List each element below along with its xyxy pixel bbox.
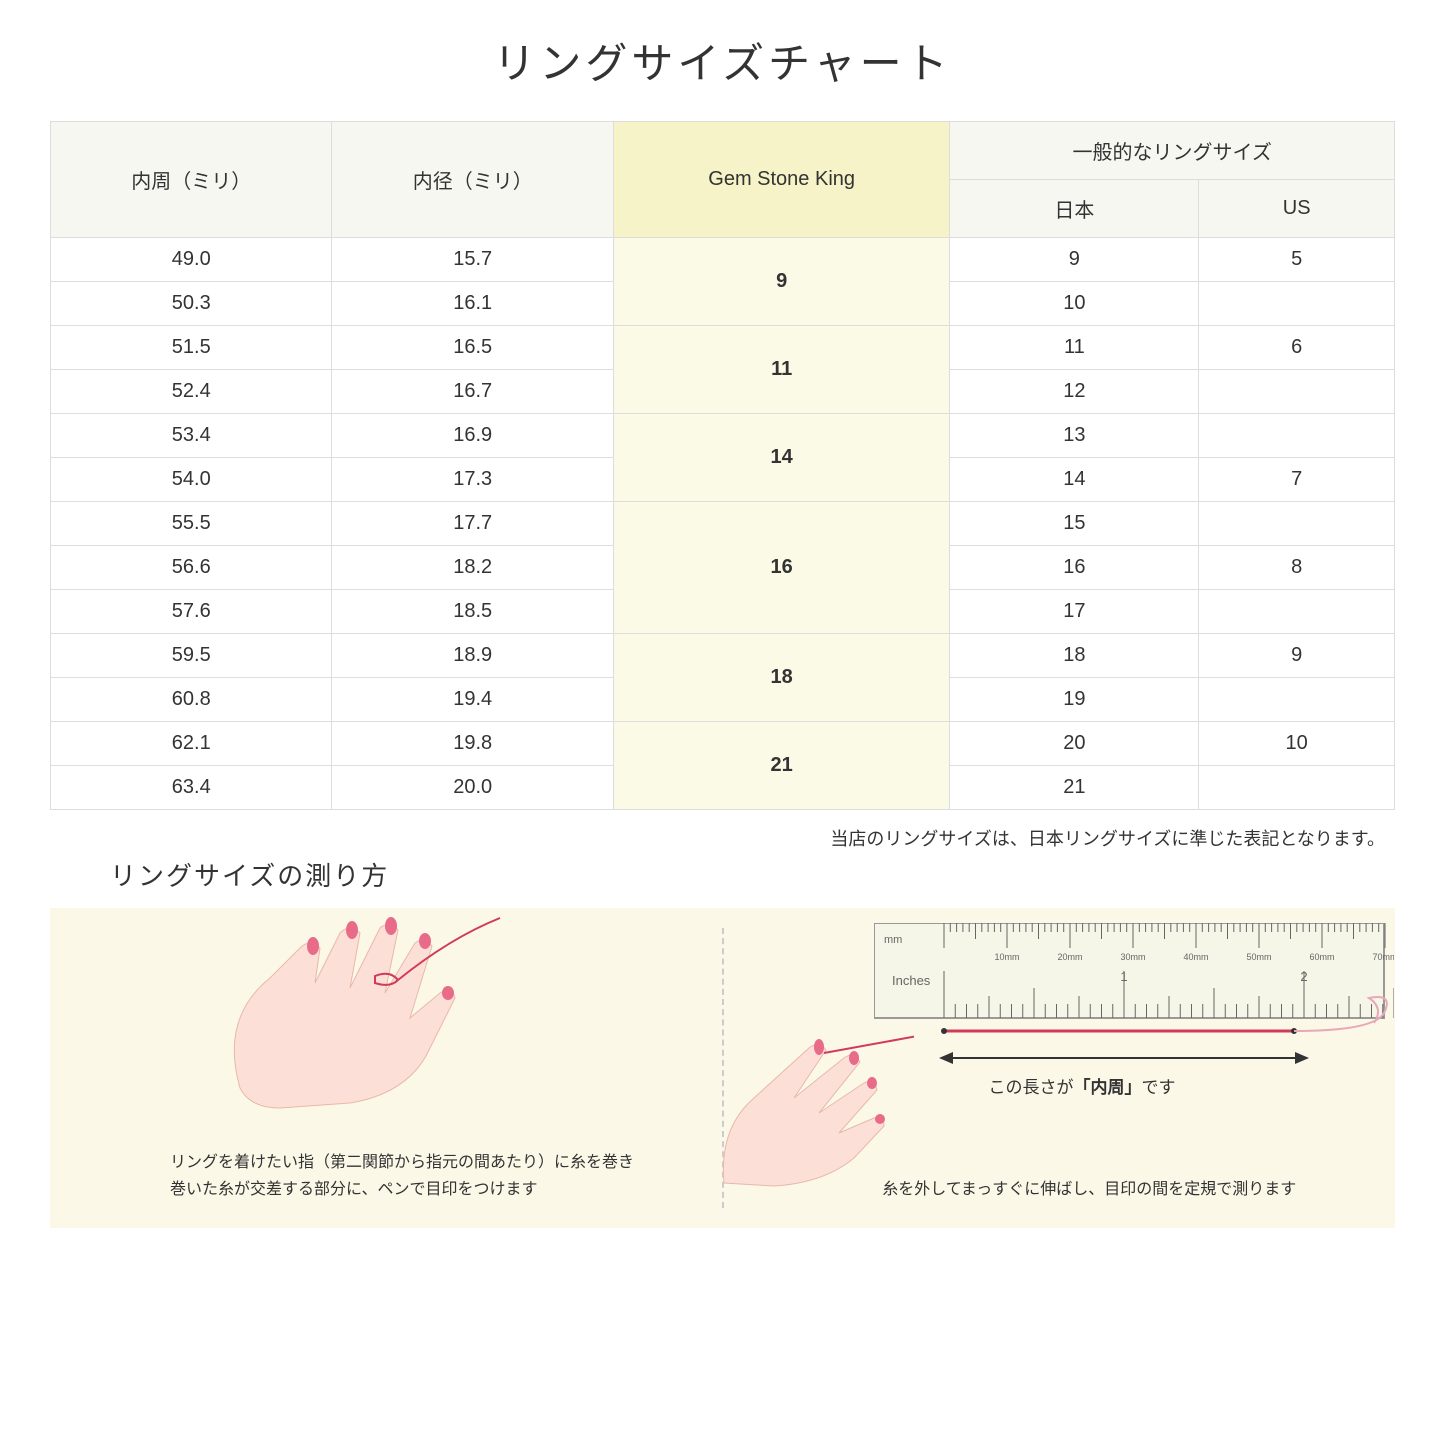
svg-text:Inches: Inches: [892, 973, 931, 988]
cell-jp: 14: [950, 458, 1199, 502]
cell-dia: 19.4: [332, 678, 613, 722]
cell-gsk: 18: [613, 634, 949, 722]
cell-jp: 18: [950, 634, 1199, 678]
cell-circ: 55.5: [51, 502, 332, 546]
cell-circ: 50.3: [51, 282, 332, 326]
cell-circ: 51.5: [51, 326, 332, 370]
cell-jp: 15: [950, 502, 1199, 546]
cell-circ: 49.0: [51, 238, 332, 282]
measure-step-1: リングを着けたい指（第二関節から指元の間あたり）に糸を巻き 巻いた糸が交差する部…: [50, 908, 722, 1228]
cell-jp: 16: [950, 546, 1199, 590]
cell-us: 8: [1199, 546, 1395, 590]
cell-gsk: 16: [613, 502, 949, 634]
table-row: 51.516.511116: [51, 326, 1395, 370]
cell-jp: 9: [950, 238, 1199, 282]
cell-jp: 17: [950, 590, 1199, 634]
hand-hold-icon: [714, 1018, 914, 1188]
cell-jp: 11: [950, 326, 1199, 370]
cell-jp: 13: [950, 414, 1199, 458]
svg-text:mm: mm: [884, 934, 902, 946]
page-title: リングサイズチャート: [50, 30, 1395, 91]
cell-gsk: 21: [613, 722, 949, 810]
svg-text:60mm: 60mm: [1309, 952, 1334, 962]
table-row: 62.119.8212010: [51, 722, 1395, 766]
col-us: US: [1199, 180, 1395, 238]
cell-circ: 54.0: [51, 458, 332, 502]
step1-text: リングを着けたい指（第二関節から指元の間あたり）に糸を巻き 巻いた糸が交差する部…: [170, 1149, 682, 1203]
ring-size-table: 内周（ミリ） 内径（ミリ） Gem Stone King 一般的なリングサイズ …: [50, 121, 1395, 810]
cell-circ: 63.4: [51, 766, 332, 810]
cell-us: 5: [1199, 238, 1395, 282]
cell-dia: 18.5: [332, 590, 613, 634]
cell-us: [1199, 678, 1395, 722]
cell-dia: 18.9: [332, 634, 613, 678]
measure-arrow-icon: [939, 1043, 1319, 1073]
cell-circ: 56.6: [51, 546, 332, 590]
cell-dia: 16.5: [332, 326, 613, 370]
cell-jp: 20: [950, 722, 1199, 766]
cell-circ: 53.4: [51, 414, 332, 458]
cell-jp: 10: [950, 282, 1199, 326]
table-row: 53.416.91413: [51, 414, 1395, 458]
col-circumference: 内周（ミリ）: [51, 122, 332, 238]
cell-dia: 17.7: [332, 502, 613, 546]
cell-dia: 16.7: [332, 370, 613, 414]
cell-gsk: 9: [613, 238, 949, 326]
measure-step-2: mm Inches 10mm20mm30mm40mm50mm60mm70mm12…: [724, 908, 1396, 1228]
table-row: 59.518.918189: [51, 634, 1395, 678]
cell-us: 7: [1199, 458, 1395, 502]
measure-title: リングサイズの測り方: [110, 856, 1395, 893]
cell-dia: 16.1: [332, 282, 613, 326]
col-general: 一般的なリングサイズ: [950, 122, 1395, 180]
cell-us: 9: [1199, 634, 1395, 678]
svg-text:20mm: 20mm: [1057, 952, 1082, 962]
col-japan: 日本: [950, 180, 1199, 238]
cell-us: [1199, 370, 1395, 414]
cell-us: [1199, 414, 1395, 458]
svg-text:40mm: 40mm: [1183, 952, 1208, 962]
cell-circ: 60.8: [51, 678, 332, 722]
cell-jp: 19: [950, 678, 1199, 722]
table-row: 55.517.71615: [51, 502, 1395, 546]
cell-circ: 59.5: [51, 634, 332, 678]
cell-dia: 16.9: [332, 414, 613, 458]
cell-jp: 12: [950, 370, 1199, 414]
cell-dia: 20.0: [332, 766, 613, 810]
svg-text:50mm: 50mm: [1246, 952, 1271, 962]
cell-jp: 21: [950, 766, 1199, 810]
cell-dia: 19.8: [332, 722, 613, 766]
cell-circ: 52.4: [51, 370, 332, 414]
cell-dia: 18.2: [332, 546, 613, 590]
col-gsk: Gem Stone King: [613, 122, 949, 238]
step2-text: 糸を外してまっすぐに伸ばし、目印の間を定規で測ります: [824, 1176, 1356, 1203]
cell-gsk: 14: [613, 414, 949, 502]
cell-dia: 17.3: [332, 458, 613, 502]
cell-gsk: 11: [613, 326, 949, 414]
table-note: 当店のリングサイズは、日本リングサイズに準じた表記となります。: [50, 825, 1385, 851]
cell-us: [1199, 590, 1395, 634]
cell-dia: 15.7: [332, 238, 613, 282]
cell-circ: 57.6: [51, 590, 332, 634]
col-diameter: 内径（ミリ）: [332, 122, 613, 238]
measure-area: リングを着けたい指（第二関節から指元の間あたり）に糸を巻き 巻いた糸が交差する部…: [50, 908, 1395, 1228]
svg-text:70mm: 70mm: [1372, 952, 1394, 962]
svg-text:10mm: 10mm: [994, 952, 1019, 962]
svg-text:30mm: 30mm: [1120, 952, 1145, 962]
cell-us: [1199, 282, 1395, 326]
cell-us: [1199, 502, 1395, 546]
table-row: 49.015.7995: [51, 238, 1395, 282]
ruler-label: この長さが「内周」です: [989, 1073, 1176, 1098]
cell-us: 10: [1199, 722, 1395, 766]
ruler-icon: mm Inches 10mm20mm30mm40mm50mm60mm70mm12: [874, 923, 1394, 1043]
cell-us: 6: [1199, 326, 1395, 370]
hand-wrap-icon: [180, 898, 520, 1128]
cell-circ: 62.1: [51, 722, 332, 766]
cell-us: [1199, 766, 1395, 810]
